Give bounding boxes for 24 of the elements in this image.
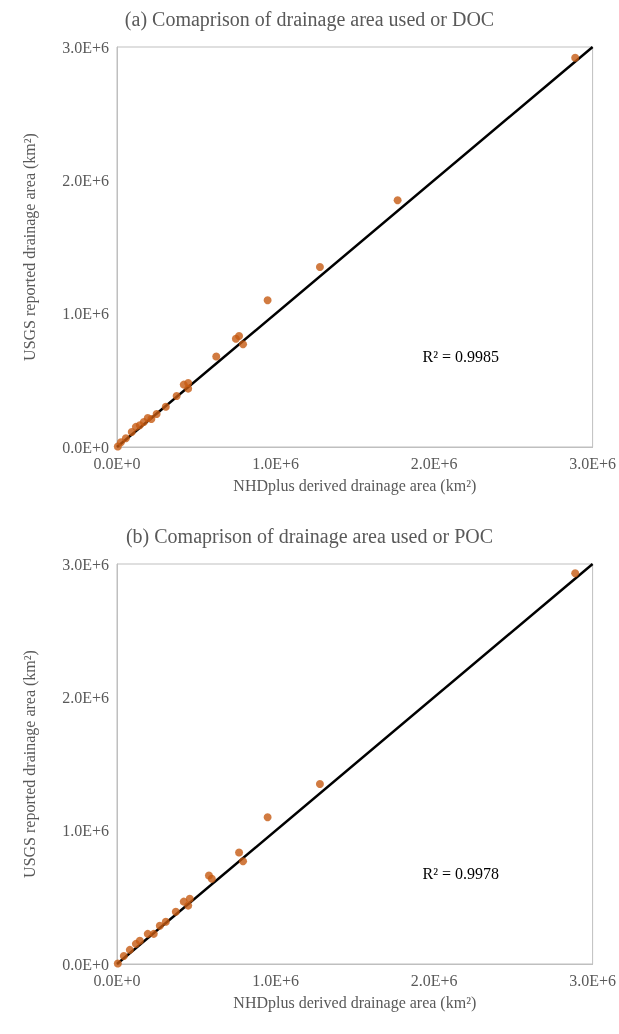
annotation: R² = 0.9978	[422, 864, 500, 882]
x-tick-label: 2.0E+6	[410, 971, 458, 989]
x-tick-label: 0.0E+0	[93, 971, 141, 989]
x-tick-label: 3.0E+6	[569, 454, 616, 472]
y-tick-label: 3.0E+6	[62, 555, 109, 573]
y-tick-label: 0.0E+0	[62, 955, 109, 973]
x-tick-label: 1.0E+6	[252, 454, 299, 472]
y-tick-label: 1.0E+6	[62, 305, 109, 323]
chart-title: (b) Comaprison of drainage area used or POC	[125, 525, 494, 548]
x-tick-label: 0.0E+0	[93, 454, 141, 472]
y-axis-title: USGS reported drainage area (km²)	[20, 650, 39, 878]
y-tick-label: 0.0E+0	[62, 438, 109, 456]
y-tick-label: 1.0E+6	[62, 822, 109, 840]
y-axis-title: USGS reported drainage area (km²)	[20, 133, 39, 361]
y-tick-label: 2.0E+6	[62, 171, 109, 189]
x-axis-title: NHDplus derived drainage area (km²)	[233, 476, 477, 495]
x-tick-label: 3.0E+6	[569, 971, 616, 989]
annotation: R² = 0.9985	[422, 347, 500, 365]
y-tick-label: 3.0E+6	[62, 38, 109, 56]
chart-title: (a) Comaprison of drainage area used or DOC	[124, 8, 495, 31]
y-tick-label: 2.0E+6	[62, 688, 109, 706]
x-tick-label: 1.0E+6	[252, 971, 299, 989]
x-tick-label: 2.0E+6	[410, 454, 458, 472]
x-axis-title: NHDplus derived drainage area (km²)	[233, 993, 477, 1012]
